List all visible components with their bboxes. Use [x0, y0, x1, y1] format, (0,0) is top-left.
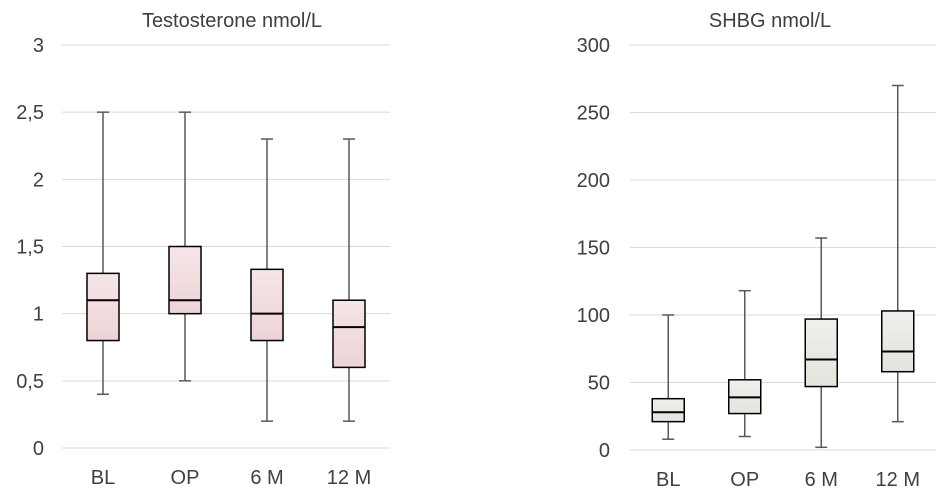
x-category-label: OP [171, 467, 200, 489]
y-tick-label: 150 [577, 238, 610, 260]
box-plot-6-m [804, 237, 838, 449]
y-tick-label: 1,5 [16, 237, 44, 259]
x-category-label: 6 M [805, 469, 838, 490]
y-tick-label: 200 [577, 170, 610, 192]
y-tick-label: 250 [577, 103, 610, 125]
y-tick-label: 2 [33, 169, 44, 191]
iqr-box [168, 245, 202, 315]
iqr-box [86, 272, 120, 342]
chart-title: Testosterone nmol/L [142, 10, 322, 32]
box-plot-6-m [250, 138, 284, 422]
chart-title: SHBG nmol/L [709, 10, 831, 32]
y-tick-label: 3 [33, 35, 44, 57]
iqr-box [332, 299, 366, 369]
y-tick-label: 50 [588, 373, 610, 395]
x-category-label: 6 M [250, 467, 283, 489]
iqr-box [651, 397, 685, 423]
x-category-label: 12 M [876, 469, 920, 490]
box-plot-op [728, 289, 762, 438]
y-tick-label: 2,5 [16, 102, 44, 124]
shbg-box-chart: SHBG nmol/L 0 50 100 150 200 250 300 BL OP 6 M 12 … [577, 10, 936, 490]
x-category-label: OP [730, 469, 759, 490]
iqr-box [250, 268, 284, 342]
y-tick-label: 300 [577, 35, 610, 57]
box-plot-12-m [881, 84, 915, 423]
iqr-box [881, 310, 915, 373]
y-tick-label: 0 [599, 440, 610, 462]
x-category-label: BL [656, 469, 680, 490]
box-plot-bl [86, 111, 120, 396]
testosterone-box-chart: Testosterone nmol/L 0 0,5 1 1,5 2 2,5 3 BL OP 6 M… [16, 10, 390, 489]
box-plot-bl [651, 314, 685, 440]
y-tick-label: 0 [33, 438, 44, 460]
box-plot-op [168, 111, 202, 382]
x-category-label: 12 M [327, 467, 371, 489]
y-tick-label: 1 [33, 304, 44, 326]
iqr-box [804, 318, 838, 388]
y-tick-label: 0,5 [16, 371, 44, 393]
y-tick-label: 100 [577, 305, 610, 327]
box-plot-12-m [332, 138, 366, 422]
x-category-label: BL [91, 467, 115, 489]
